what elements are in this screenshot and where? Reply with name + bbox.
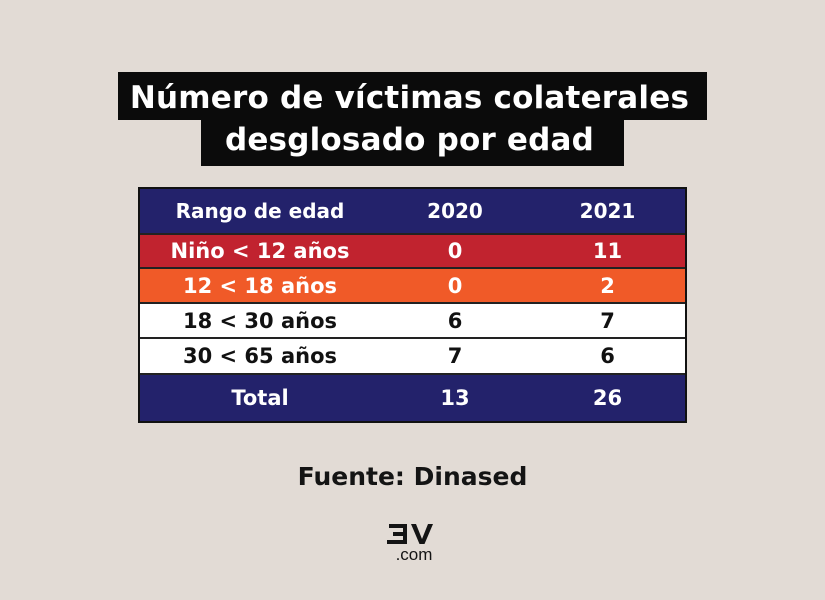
row-value-2020: 0 (447, 239, 463, 263)
title-line-1: Número de víctimas colaterales (117, 72, 708, 120)
total-2021: 26 (592, 386, 623, 410)
row-range: 18 < 30 años (182, 308, 338, 333)
total-label: Total (231, 386, 289, 410)
header-2020: 2020 (427, 199, 483, 223)
title-line-2: desglosado por edad (200, 120, 625, 166)
row-value-2021: 11 (592, 239, 623, 263)
row-range: 12 < 18 años (182, 273, 338, 298)
ecuavisa-logo: .com (383, 522, 445, 566)
logo-domain: .com (395, 545, 433, 564)
title-block: Número de víctimas colaterales desglosad… (0, 72, 825, 166)
row-value-2020: 7 (447, 344, 463, 368)
source-note: Fuente: Dinased (297, 462, 528, 491)
data-table: Rango de edad 2020 2021 Niño < 12 años 0… (138, 187, 687, 423)
ev-logo-mark-icon (387, 524, 433, 544)
row-value-2020: 0 (447, 273, 463, 298)
table-total-row: Total 13 26 (140, 375, 685, 421)
row-range: 30 < 65 años (182, 344, 338, 368)
row-value-2021: 2 (600, 273, 615, 298)
header-range: Rango de edad (175, 199, 345, 223)
row-range: Niño < 12 años (170, 239, 350, 263)
table-header-row: Rango de edad 2020 2021 (140, 189, 685, 235)
total-2020: 13 (440, 386, 470, 410)
header-2021: 2021 (579, 199, 636, 223)
table-row: Niño < 12 años 0 11 (140, 235, 685, 269)
row-value-2021: 6 (600, 344, 615, 368)
table-row: 18 < 30 años 6 7 (140, 304, 685, 339)
table-row: 12 < 18 años 0 2 (140, 269, 685, 304)
row-value-2021: 7 (600, 308, 615, 333)
table-row: 30 < 65 años 7 6 (140, 339, 685, 375)
row-value-2020: 6 (447, 308, 463, 333)
